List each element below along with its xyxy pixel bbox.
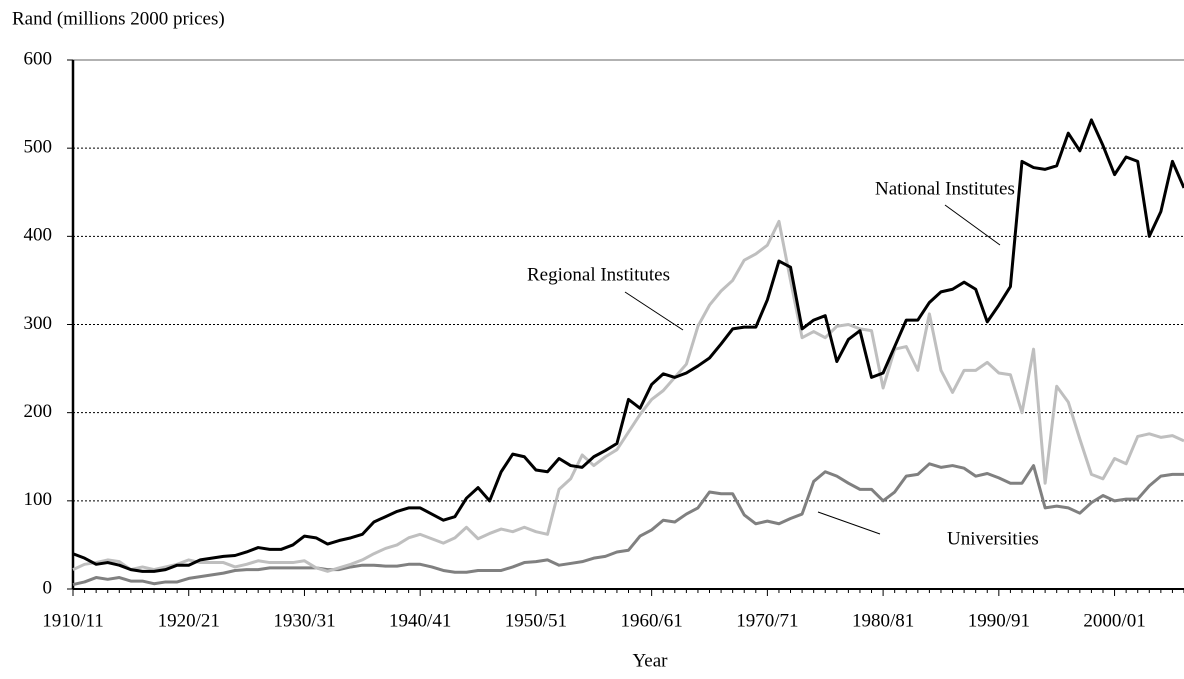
y-tick-label: 100 — [24, 489, 53, 510]
y-tick-label: 300 — [24, 313, 53, 334]
y-axis-label: Rand (millions 2000 prices) — [12, 8, 225, 29]
series-annotation: Regional Institutes — [527, 264, 670, 285]
x-axis-label: Year — [632, 650, 668, 671]
series-line — [72, 118, 1184, 573]
series-annotation: National Institutes — [875, 178, 1015, 199]
series-annotation: Universities — [947, 528, 1039, 549]
y-tick-label: 500 — [24, 137, 53, 158]
annotation-leader — [817, 511, 881, 535]
annotation-leader — [944, 204, 1001, 246]
y-tick-label: 200 — [24, 401, 53, 422]
x-tick-label: 1970/71 — [736, 610, 798, 631]
x-tick-label: 1950/51 — [505, 610, 567, 631]
x-tick-label: 1990/91 — [968, 610, 1030, 631]
x-tick-label: 1910/11 — [42, 610, 104, 631]
series-line — [72, 219, 1184, 573]
series-line — [72, 462, 1184, 587]
y-tick-label: 400 — [24, 225, 53, 246]
x-tick-label: 1960/61 — [621, 610, 683, 631]
y-tick-label: 0 — [43, 577, 53, 598]
x-tick-label: 1940/41 — [389, 610, 451, 631]
x-tick-label: 2000/01 — [1083, 610, 1145, 631]
x-tick-label: 1920/21 — [158, 610, 220, 631]
annotation-leader — [624, 291, 684, 331]
x-tick-label: 1980/81 — [852, 610, 914, 631]
x-tick-label: 1930/31 — [273, 610, 335, 631]
y-tick-label: 600 — [24, 48, 53, 69]
